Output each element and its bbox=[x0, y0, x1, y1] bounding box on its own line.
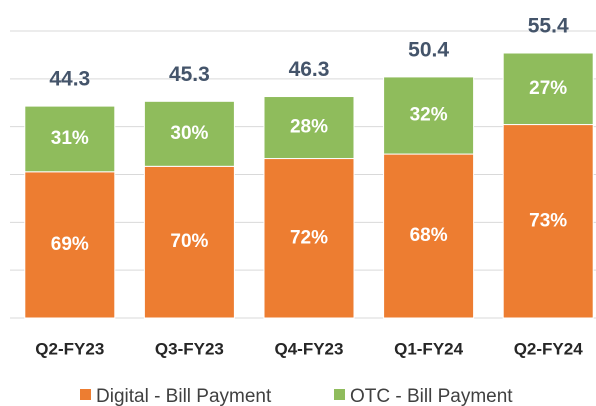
x-tick-label: Q2-FY24 bbox=[514, 339, 584, 358]
bar-segment bbox=[143, 100, 235, 167]
x-tick-label: Q2-FY23 bbox=[35, 339, 104, 358]
total-label: 46.3 bbox=[289, 58, 330, 81]
bar-segment bbox=[263, 158, 355, 319]
bar-segment bbox=[502, 52, 594, 126]
bar-segment bbox=[24, 105, 116, 173]
segment-label: 72% bbox=[290, 227, 328, 248]
legend-swatch bbox=[80, 389, 91, 400]
legend-swatch bbox=[334, 389, 345, 400]
total-label: 44.3 bbox=[49, 68, 90, 91]
bar-segment bbox=[24, 171, 116, 319]
segment-label: 32% bbox=[410, 105, 448, 126]
bar-segment bbox=[502, 124, 594, 319]
legend-label: OTC - Bill Payment bbox=[350, 386, 513, 406]
x-tick-label: Q1-FY24 bbox=[394, 339, 464, 358]
bar-segment bbox=[143, 165, 235, 319]
segment-label: 28% bbox=[290, 117, 328, 138]
bar-segment bbox=[263, 96, 355, 160]
segment-label: 73% bbox=[529, 210, 567, 231]
x-tick-label: Q3-FY23 bbox=[155, 339, 224, 358]
segment-label: 30% bbox=[170, 123, 208, 144]
x-tick-label: Q4-FY23 bbox=[275, 339, 344, 358]
total-label: 45.3 bbox=[169, 63, 210, 86]
bar-segment bbox=[383, 76, 475, 155]
segment-label: 31% bbox=[51, 128, 89, 149]
legend-label: Digital - Bill Payment bbox=[96, 386, 272, 406]
bar-segment bbox=[383, 153, 475, 319]
segment-label: 70% bbox=[170, 231, 208, 252]
segment-label: 27% bbox=[529, 78, 567, 99]
total-label: 50.4 bbox=[408, 38, 449, 61]
segment-label: 69% bbox=[51, 234, 89, 255]
total-label: 55.4 bbox=[528, 15, 569, 38]
segment-label: 68% bbox=[410, 225, 448, 246]
